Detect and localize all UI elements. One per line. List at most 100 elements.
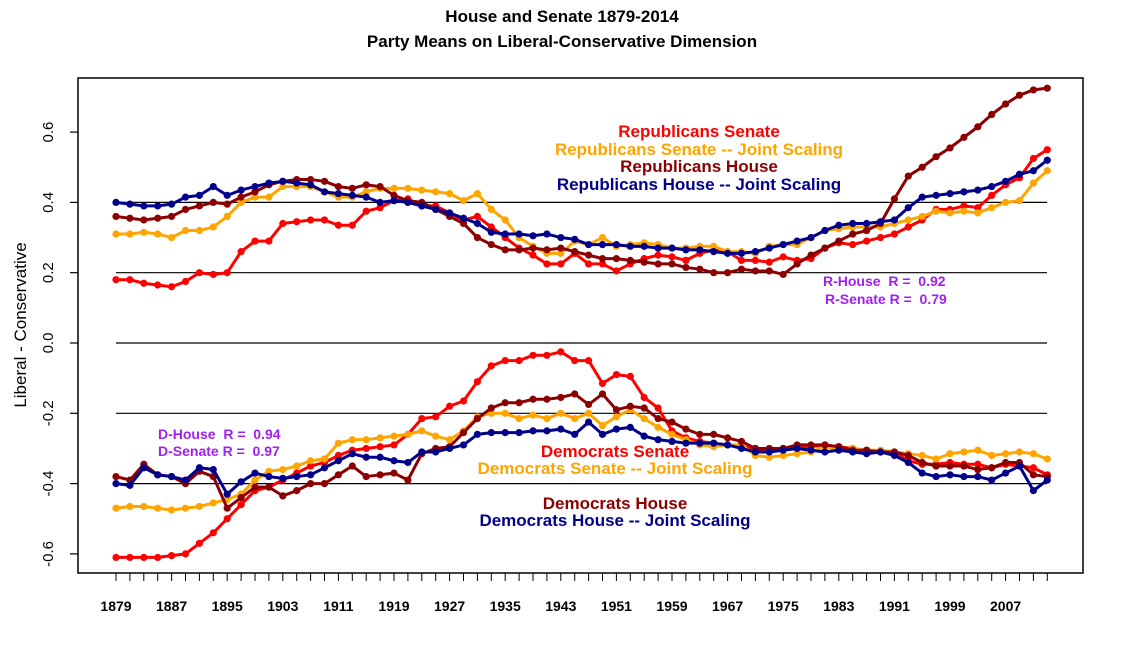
data-point xyxy=(195,539,203,547)
data-point xyxy=(863,219,871,228)
data-point xyxy=(376,182,384,191)
data-point xyxy=(876,233,885,242)
data-point xyxy=(612,371,621,379)
data-point xyxy=(807,233,815,242)
data-point xyxy=(682,263,690,272)
y-tick-label: 0.4 xyxy=(40,192,57,213)
data-point xyxy=(279,177,287,185)
x-tick-label: 1903 xyxy=(267,598,298,614)
data-point xyxy=(668,437,676,446)
data-point xyxy=(154,553,162,562)
data-point xyxy=(293,179,301,187)
data-point xyxy=(362,453,370,461)
data-point xyxy=(209,198,217,206)
data-point xyxy=(348,184,356,192)
data-point xyxy=(251,188,259,196)
data-point xyxy=(320,188,329,196)
data-point xyxy=(348,221,356,229)
data-point xyxy=(932,207,940,215)
y-tick-label: -0.2 xyxy=(40,400,57,426)
data-point xyxy=(293,218,301,226)
legend-republicans-house-joint: Republicans House -- Joint Scaling xyxy=(557,175,841,194)
y-tick-label: -0.6 xyxy=(40,541,57,567)
legend-democrats-house-joint: Democrats House -- Joint Scaling xyxy=(479,511,750,530)
data-point xyxy=(710,269,718,277)
data-point xyxy=(473,233,481,242)
data-point xyxy=(195,202,203,210)
data-point xyxy=(501,246,509,254)
data-point xyxy=(724,434,732,442)
data-point xyxy=(918,458,926,467)
data-point xyxy=(320,455,329,463)
x-tick-label: 1887 xyxy=(156,598,187,614)
data-point xyxy=(668,418,676,426)
data-point xyxy=(404,430,412,438)
data-point xyxy=(571,430,579,438)
data-point xyxy=(988,476,996,484)
series-democrats-house-joint-scaling xyxy=(112,418,1051,498)
data-point xyxy=(112,480,120,488)
data-point xyxy=(988,182,996,191)
data-point xyxy=(1015,91,1024,99)
data-point xyxy=(418,186,426,194)
data-point xyxy=(1015,197,1024,205)
data-point xyxy=(779,253,787,261)
data-point xyxy=(251,483,259,491)
data-point xyxy=(946,144,954,152)
data-point xyxy=(793,260,801,268)
data-point xyxy=(612,413,621,421)
series-republicans-house-joint-scaling xyxy=(112,156,1051,257)
data-point xyxy=(223,490,231,498)
data-point xyxy=(1029,167,1037,175)
x-tick-label: 1943 xyxy=(545,598,576,614)
data-point xyxy=(932,153,940,161)
data-point xyxy=(724,269,732,277)
data-point xyxy=(223,200,231,208)
data-point xyxy=(446,402,454,410)
data-point xyxy=(418,448,426,456)
data-point xyxy=(737,249,746,257)
chart-title: House and Senate 1879-2014 xyxy=(445,7,679,26)
data-point xyxy=(334,221,342,229)
data-point xyxy=(459,214,468,222)
data-point xyxy=(529,232,537,240)
data-point xyxy=(293,462,301,470)
y-tick-label: 0.2 xyxy=(40,262,57,283)
data-point xyxy=(932,455,940,463)
data-point xyxy=(195,191,203,199)
data-point xyxy=(390,184,398,192)
data-point xyxy=(863,226,871,235)
data-point xyxy=(890,195,899,203)
data-point xyxy=(974,465,982,474)
data-point xyxy=(585,251,593,259)
data-point xyxy=(640,393,648,402)
data-point xyxy=(168,283,176,291)
data-point xyxy=(557,348,565,356)
data-point xyxy=(237,186,245,194)
data-point xyxy=(112,230,120,238)
data-point xyxy=(195,464,203,472)
data-point xyxy=(126,276,134,284)
data-point xyxy=(390,197,398,205)
data-point xyxy=(459,219,468,228)
y-tick-label: -0.4 xyxy=(40,471,57,497)
data-point xyxy=(974,209,982,217)
data-point xyxy=(821,226,829,235)
data-point xyxy=(418,427,426,435)
data-point xyxy=(640,242,648,250)
data-point xyxy=(1043,146,1051,154)
data-point xyxy=(557,393,565,402)
data-point xyxy=(446,190,454,198)
data-point xyxy=(612,406,621,414)
data-point xyxy=(265,193,273,201)
data-point xyxy=(571,390,579,398)
data-point xyxy=(279,492,287,500)
data-point xyxy=(432,413,440,421)
data-point xyxy=(543,230,551,238)
data-point xyxy=(362,472,370,481)
data-point xyxy=(1015,170,1024,178)
data-point xyxy=(459,397,468,405)
legend-republicans-house: Republicans House xyxy=(620,157,778,176)
data-point xyxy=(154,202,162,210)
data-point xyxy=(307,181,315,189)
